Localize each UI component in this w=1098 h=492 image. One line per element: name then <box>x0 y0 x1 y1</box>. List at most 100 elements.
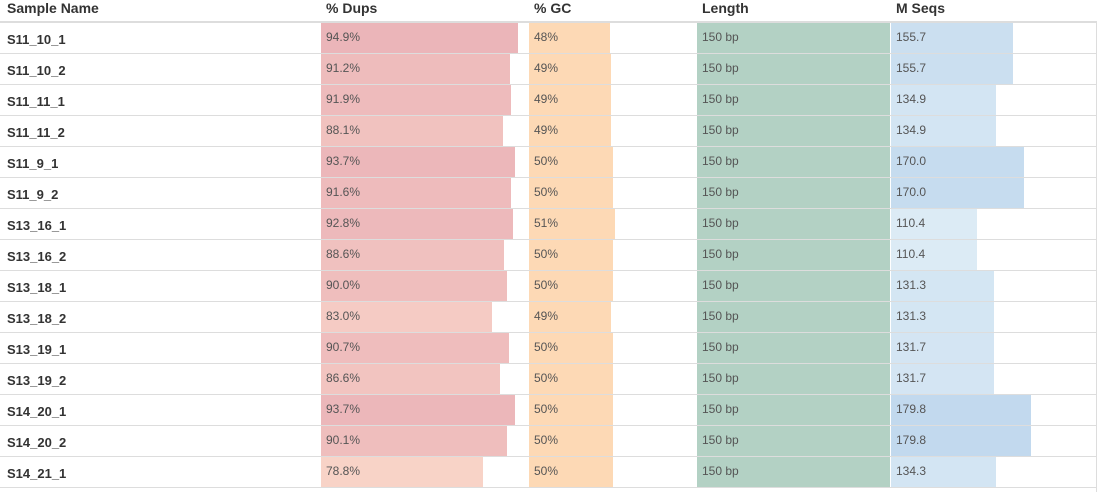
mseqs-value: 131.3 <box>896 309 927 323</box>
mseqs-cell: 170.0 <box>891 178 1096 208</box>
sample-name-cell: S13_18_2 <box>0 302 320 332</box>
dups-value: 88.1% <box>326 123 361 137</box>
gc-cell: 50% <box>529 395 696 425</box>
header-dups[interactable]: % Dups <box>326 0 378 16</box>
dups-bar <box>321 240 504 270</box>
length-value: 150 bp <box>702 371 739 385</box>
dups-cell: 93.7% <box>321 395 528 425</box>
mseqs-value: 131.7 <box>896 340 927 354</box>
dups-value: 88.6% <box>326 247 361 261</box>
sample-name[interactable]: S11_9_1 <box>7 156 59 171</box>
sample-name[interactable]: S13_18_1 <box>7 280 67 295</box>
header-gc[interactable]: % GC <box>534 0 572 16</box>
sample-name[interactable]: S13_16_1 <box>7 218 67 233</box>
gc-value: 50% <box>534 371 559 385</box>
sample-name-cell: S11_11_1 <box>0 85 320 115</box>
gc-bar <box>529 209 615 239</box>
length-bar <box>697 85 890 115</box>
mseqs-bar <box>891 54 1013 84</box>
sample-name[interactable]: S13_19_2 <box>7 373 67 388</box>
sample-name[interactable]: S14_20_1 <box>7 404 67 419</box>
gc-cell: 49% <box>529 85 696 115</box>
sample-name[interactable]: S11_11_1 <box>7 94 65 109</box>
gc-bar <box>529 54 611 84</box>
dups-cell: 86.6% <box>321 364 528 394</box>
sample-name[interactable]: S11_10_2 <box>7 63 66 78</box>
sample-name-cell: S13_16_1 <box>0 209 320 239</box>
length-bar <box>697 333 890 363</box>
dups-bar <box>321 333 509 363</box>
sample-name[interactable]: S14_20_2 <box>7 435 67 450</box>
length-bar <box>697 240 890 270</box>
length-value: 150 bp <box>702 154 739 168</box>
length-bar <box>697 116 890 146</box>
dups-cell: 94.9% <box>321 23 528 53</box>
mseqs-cell: 131.3 <box>891 302 1096 332</box>
table-row: S11_10_1 94.9% 48% 150 bp 155.7 <box>0 23 1096 54</box>
table-row: S13_18_1 90.0% 50% 150 bp 131.3 <box>0 271 1096 302</box>
sample-name[interactable]: S13_16_2 <box>7 249 67 264</box>
sample-name[interactable]: S11_10_1 <box>7 32 66 47</box>
gc-cell: 48% <box>529 23 696 53</box>
dups-bar <box>321 54 510 84</box>
mseqs-bar <box>891 23 1013 53</box>
sample-name-cell: S13_19_2 <box>0 364 320 394</box>
dups-cell: 91.6% <box>321 178 528 208</box>
mseqs-bar <box>891 364 994 394</box>
table-row: S13_16_1 92.8% 51% 150 bp 110.4 <box>0 209 1096 240</box>
sample-name[interactable]: S14_21_1 <box>7 466 67 481</box>
gc-cell: 50% <box>529 178 696 208</box>
dups-bar <box>321 364 500 394</box>
sample-name-cell: S11_9_2 <box>0 178 320 208</box>
mseqs-bar <box>891 147 1024 177</box>
header-length[interactable]: Length <box>702 0 749 16</box>
length-value: 150 bp <box>702 216 739 230</box>
dups-cell: 91.2% <box>321 54 528 84</box>
length-cell: 150 bp <box>697 116 890 146</box>
gc-cell: 49% <box>529 116 696 146</box>
gc-value: 50% <box>534 340 559 354</box>
table-body: S11_10_1 94.9% 48% 150 bp 155.7 S11_10_2… <box>0 23 1096 488</box>
dups-value: 93.7% <box>326 154 361 168</box>
dups-bar <box>321 147 515 177</box>
table-row: S13_19_2 86.6% 50% 150 bp 131.7 <box>0 364 1096 395</box>
sample-name-cell: S11_11_2 <box>0 116 320 146</box>
sample-name[interactable]: S13_19_1 <box>7 342 67 357</box>
mseqs-value: 134.9 <box>896 92 927 106</box>
length-cell: 150 bp <box>697 147 890 177</box>
header-sample-name[interactable]: Sample Name <box>7 0 99 16</box>
header-mseqs[interactable]: M Seqs <box>896 0 946 16</box>
table-row: S13_16_2 88.6% 50% 150 bp 110.4 <box>0 240 1096 271</box>
length-cell: 150 bp <box>697 457 890 487</box>
sample-name-cell: S13_18_1 <box>0 271 320 301</box>
length-value: 150 bp <box>702 61 739 75</box>
length-cell: 150 bp <box>697 333 890 363</box>
length-cell: 150 bp <box>697 302 890 332</box>
gc-cell: 49% <box>529 302 696 332</box>
dups-cell: 90.0% <box>321 271 528 301</box>
mseqs-bar <box>891 302 994 332</box>
dups-value: 90.7% <box>326 340 361 354</box>
dups-bar <box>321 23 518 53</box>
dups-bar <box>321 85 511 115</box>
dups-cell: 91.9% <box>321 85 528 115</box>
mseqs-cell: 179.8 <box>891 426 1096 456</box>
mseqs-bar <box>891 85 996 115</box>
gc-cell: 51% <box>529 209 696 239</box>
mseqs-cell: 155.7 <box>891 54 1096 84</box>
dups-cell: 78.8% <box>321 457 528 487</box>
dups-value: 90.1% <box>326 433 361 447</box>
sample-name[interactable]: S13_18_2 <box>7 311 67 326</box>
mseqs-value: 170.0 <box>896 154 927 168</box>
length-cell: 150 bp <box>697 178 890 208</box>
length-value: 150 bp <box>702 433 739 447</box>
mseqs-bar <box>891 395 1031 425</box>
length-value: 150 bp <box>702 30 739 44</box>
gc-bar <box>529 395 613 425</box>
length-cell: 150 bp <box>697 240 890 270</box>
sample-name[interactable]: S11_9_2 <box>7 187 59 202</box>
length-bar <box>697 302 890 332</box>
dups-bar <box>321 271 507 301</box>
length-bar <box>697 364 890 394</box>
sample-name[interactable]: S11_11_2 <box>7 125 65 140</box>
